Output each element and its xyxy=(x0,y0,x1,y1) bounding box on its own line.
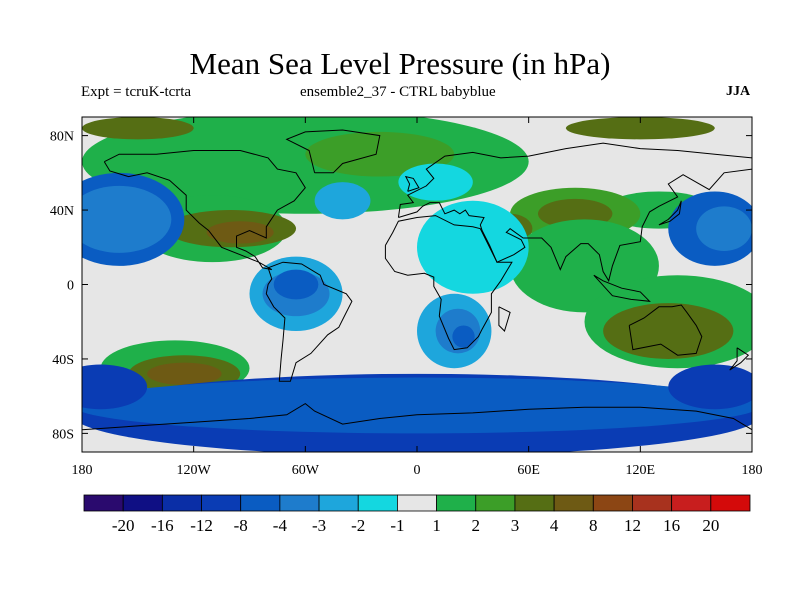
coastline-indonesia xyxy=(593,274,651,302)
colorbar-label: 12 xyxy=(624,516,641,535)
colorbar-label: 8 xyxy=(589,516,598,535)
pressure-region-27 xyxy=(417,200,529,294)
pressure-field xyxy=(82,117,752,452)
coastline-new-zealand xyxy=(729,347,750,371)
colorbar-label: 20 xyxy=(702,516,719,535)
x-tick-label: 0 xyxy=(414,463,421,478)
colorbar-swatch-3 xyxy=(201,494,242,512)
y-tick-label: 80N xyxy=(50,130,74,145)
colorbar-label: 1 xyxy=(432,516,441,535)
coastline-africa xyxy=(384,215,513,351)
coastline-australia xyxy=(628,304,703,356)
coastline-uk xyxy=(404,175,420,192)
colorbar-swatch-1 xyxy=(122,494,163,512)
x-tick-label: 60E xyxy=(517,463,540,478)
chart-title: Mean Sea Level Pressure (in hPa) xyxy=(189,46,611,81)
x-tick-label: 60W xyxy=(292,463,320,478)
pressure-region-20 xyxy=(696,206,752,252)
coastline-europe-asia xyxy=(397,142,752,283)
coastline-madagascar xyxy=(498,306,511,332)
colorbar-swatch-12 xyxy=(553,494,594,512)
colorbar-label: -2 xyxy=(351,516,365,535)
season-label: JJA xyxy=(726,84,751,99)
pressure-region-28 xyxy=(314,182,371,220)
colorbar-swatch-0 xyxy=(83,494,124,512)
x-tick-label: 180 xyxy=(72,463,93,478)
colorbar-label: 16 xyxy=(663,516,680,535)
colorbar-swatch-6 xyxy=(318,494,359,512)
pressure-region-2 xyxy=(82,117,194,140)
coastline-greenland xyxy=(285,129,381,174)
pressure-region-31 xyxy=(82,377,752,434)
colorbar-swatch-7 xyxy=(357,494,398,512)
pressure-region-23 xyxy=(273,269,319,300)
coastline-antarctica xyxy=(82,402,752,431)
colorbar-label: -8 xyxy=(234,516,248,535)
colorbar-label: -3 xyxy=(312,516,326,535)
x-tick-label: 120W xyxy=(177,463,212,478)
colorbar-label: 4 xyxy=(550,516,559,535)
y-tick-label: 80S xyxy=(52,427,74,442)
colorbar-swatch-11 xyxy=(514,494,555,512)
colorbar-swatch-5 xyxy=(279,494,320,512)
colorbar-label: -1 xyxy=(390,516,404,535)
y-tick-label: 0 xyxy=(67,279,74,294)
pressure-region-32 xyxy=(82,364,148,410)
coastline-north-america xyxy=(103,150,306,271)
x-tick-label: 120E xyxy=(626,463,656,478)
coastline-south-america xyxy=(265,261,353,382)
pressure-region-29 xyxy=(398,163,473,201)
colorbar-swatch-14 xyxy=(632,494,673,512)
colorbar-swatch-9 xyxy=(436,494,477,512)
colorbar-label: -16 xyxy=(151,516,174,535)
colorbar-label: -12 xyxy=(190,516,213,535)
colorbar-swatch-8 xyxy=(397,494,437,512)
coastline-japan xyxy=(658,200,682,226)
colorbar-swatch-13 xyxy=(592,494,633,512)
pressure-region-18 xyxy=(82,185,172,253)
pressure-region-13 xyxy=(603,303,734,359)
colorbar-label: -4 xyxy=(273,516,288,535)
colorbar-label: 2 xyxy=(472,516,481,535)
coastlines xyxy=(82,129,752,431)
colorbar-label: -20 xyxy=(112,516,135,535)
pressure-region-33 xyxy=(668,364,752,410)
experiment-label: Expt = tcruK-tcrta xyxy=(81,84,192,100)
pressure-region-3 xyxy=(565,117,715,140)
y-tick-label: 40S xyxy=(52,353,74,368)
colorbar: -20 -16 -12 -8 -4 -3 -2 -1 1 2 3 4 8 12 16 20 xyxy=(83,494,751,535)
colorbar-swatch-15 xyxy=(671,494,712,512)
ensemble-label: ensemble2_37 - CTRL babyblue xyxy=(300,84,496,100)
x-tick-label: 180 xyxy=(742,463,763,478)
colorbar-label: 3 xyxy=(511,516,520,535)
colorbar-swatch-2 xyxy=(161,494,202,512)
y-tick-label: 40N xyxy=(50,204,74,219)
pressure-region-16 xyxy=(147,362,222,386)
pressure-region-9 xyxy=(206,221,274,244)
colorbar-swatch-4 xyxy=(240,494,281,512)
colorbar-swatch-16 xyxy=(710,494,751,512)
pressure-region-1 xyxy=(305,131,455,177)
colorbar-swatch-10 xyxy=(475,494,516,512)
axis-ticks: 180 120W 60W 0 60E 120E 180 80N 40N 0 40S 80S xyxy=(50,117,763,478)
pressure-region-26 xyxy=(452,325,475,348)
